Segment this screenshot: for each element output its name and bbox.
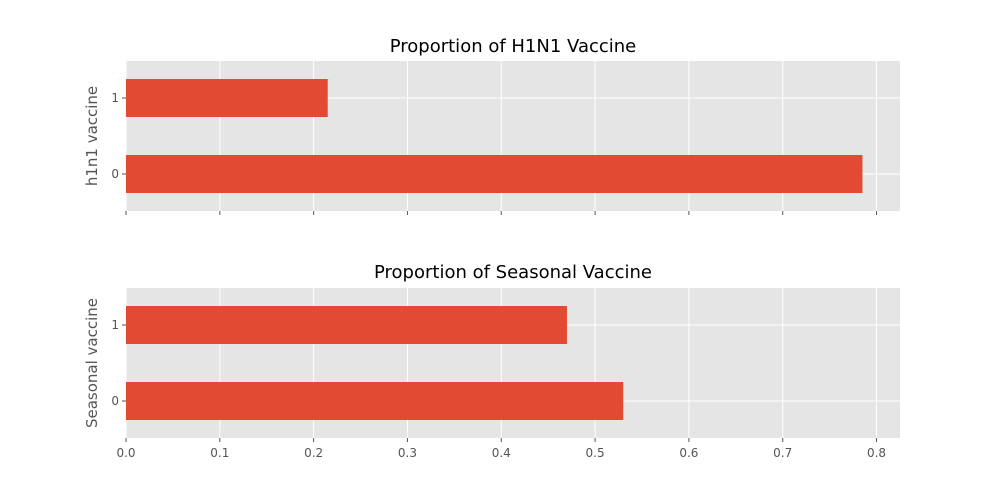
x-tick-label-1-5: 0.5 <box>586 446 605 460</box>
y-tick-label-0-1: 1 <box>111 91 119 105</box>
y-tick-label-1-1: 1 <box>111 318 119 332</box>
x-tick-label-1-7: 0.7 <box>773 446 792 460</box>
bar-0-1 <box>126 79 328 117</box>
y-tick-label-1-0: 0 <box>111 394 119 408</box>
x-tick-label-1-0: 0.0 <box>116 446 135 460</box>
y-axis-label-0: h1n1 vaccine <box>83 86 101 186</box>
x-tick-label-1-6: 0.6 <box>679 446 698 460</box>
bar-1-1 <box>126 306 567 344</box>
y-tick-label-0-0: 0 <box>111 167 119 181</box>
bar-0-0 <box>126 155 863 193</box>
y-axis-label-1: Seasonal vaccine <box>83 298 101 428</box>
chart-title-1: Proportion of Seasonal Vaccine <box>374 262 652 283</box>
x-tick-label-1-4: 0.4 <box>492 446 511 460</box>
x-tick-label-1-1: 0.1 <box>210 446 229 460</box>
chart-title-0: Proportion of H1N1 Vaccine <box>390 36 637 57</box>
x-tick-label-1-8: 0.8 <box>867 446 886 460</box>
x-tick-label-1-2: 0.2 <box>304 446 323 460</box>
bar-1-0 <box>126 382 624 420</box>
x-tick-label-1-3: 0.3 <box>398 446 417 460</box>
